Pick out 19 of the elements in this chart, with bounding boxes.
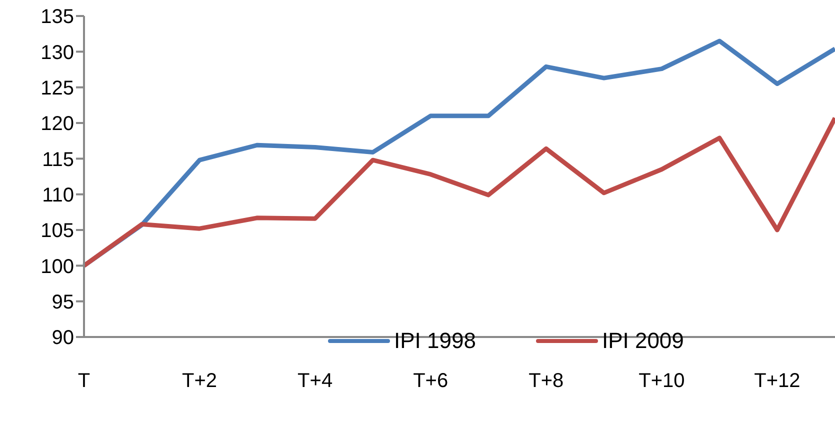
y-tick-label: 115 bbox=[42, 148, 74, 171]
x-tick-label: T bbox=[78, 370, 90, 392]
y-tick-label: 110 bbox=[42, 184, 74, 206]
y-tick-label: 100 bbox=[40, 256, 74, 278]
x-tick-label: T+6 bbox=[413, 370, 448, 392]
y-tick-label: 135 bbox=[40, 6, 74, 28]
y-tick-label: 130 bbox=[40, 42, 74, 64]
x-tick-label: T+10 bbox=[638, 370, 685, 392]
y-tick-label: 125 bbox=[40, 77, 74, 100]
legend-label: IPI 1998 bbox=[394, 328, 476, 354]
y-tick-label: 105 bbox=[40, 220, 74, 242]
legend-label: IPI 2009 bbox=[602, 328, 684, 354]
y-tick-label: 120 bbox=[40, 113, 74, 136]
x-tick-label: T+4 bbox=[298, 370, 333, 392]
x-tick-label: T+2 bbox=[182, 370, 218, 392]
y-tick-label: 95 bbox=[52, 291, 74, 314]
x-tick-label: T+12 bbox=[754, 370, 800, 392]
x-tick-label: T+8 bbox=[528, 370, 564, 392]
y-tick-label: 90 bbox=[52, 327, 74, 350]
